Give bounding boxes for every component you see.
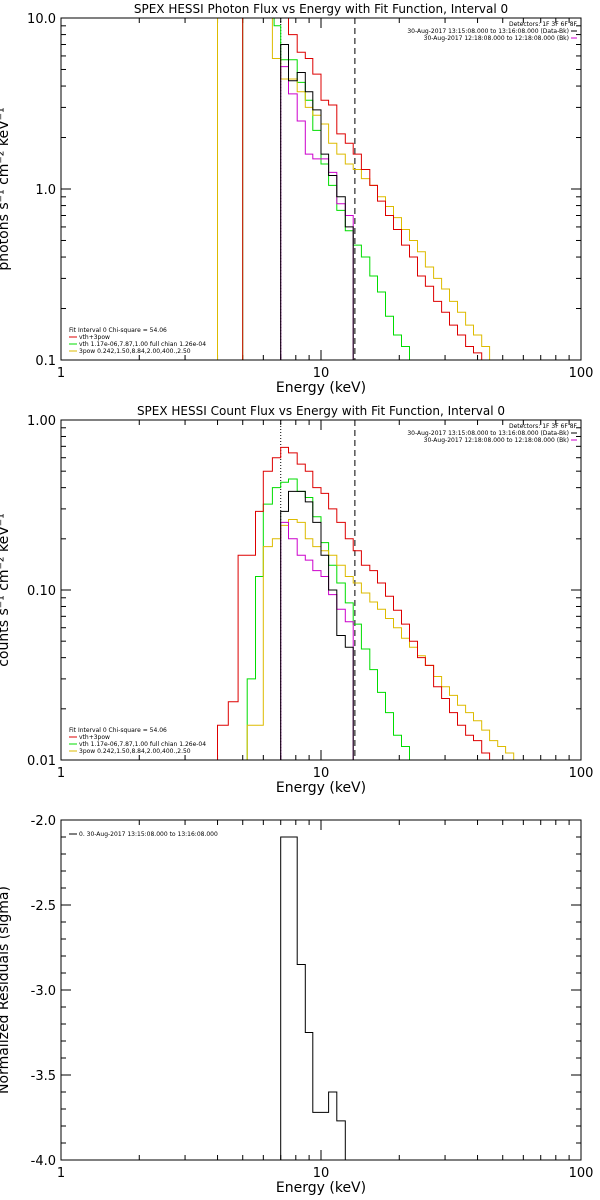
info-text: 30-Aug-2017 12:18:08.000 to 12:18:08.000… xyxy=(424,35,569,42)
legend-entry: 0. 30-Aug-2017 13:15:08.000 to 13:16:08.… xyxy=(79,831,218,838)
fit-text: Fit Interval 0 Chi-square = 54.06 xyxy=(69,327,167,334)
y-tick-label: -2.5 xyxy=(31,899,56,914)
chart-title: SPEX HESSI Photon Flux vs Energy with Fi… xyxy=(134,2,508,16)
data-area xyxy=(217,420,523,760)
panel-2: SPEX HESSI Count Flux vs Energy with Fit… xyxy=(0,404,593,796)
x-ticks xyxy=(60,420,570,760)
x-axis-label: Energy (keV) xyxy=(276,1180,366,1196)
y-axis-label: counts s⁻¹ cm⁻² keV⁻¹ xyxy=(0,513,12,667)
data-area xyxy=(217,18,499,360)
x-tick-label: 1 xyxy=(57,766,65,781)
plot-frame xyxy=(60,419,582,761)
series-line xyxy=(280,490,354,760)
y-axis-label: Normalized Residuals (sigma) xyxy=(0,886,12,1094)
legend-entry: vth+3pow xyxy=(79,734,110,741)
info-text: 30-Aug-2017 13:15:08.000 to 13:16:08.000… xyxy=(407,430,569,437)
y-tick-label: 1.00 xyxy=(27,414,56,429)
series-line xyxy=(242,18,483,360)
x-axis-label: Energy (keV) xyxy=(276,780,366,796)
legend-entry: 3pow 0.242,1.50,8.84,2.00,400.,2.50 xyxy=(79,348,191,355)
legend-entry: vth+3pow xyxy=(79,334,110,341)
series-line xyxy=(280,44,354,360)
x-tick-label: 10 xyxy=(313,1166,330,1181)
data-area xyxy=(280,836,354,1160)
series-line xyxy=(280,66,354,360)
info-text: Detectors: 1F 3F 6F 8F xyxy=(509,423,578,430)
series-line xyxy=(246,519,523,760)
info-text: Detectors: 1F 3F 6F 8F xyxy=(509,21,578,28)
x-ticks xyxy=(60,18,570,360)
y-tick-label: -2.0 xyxy=(31,814,56,829)
legend-entry: vth 1.17e-06,7.87,1.00 full chian 1.26e-… xyxy=(79,341,206,348)
x-tick-label: 10 xyxy=(313,766,330,781)
y-ticks xyxy=(61,427,581,761)
x-tick-label: 100 xyxy=(569,1166,594,1181)
x-tick-label: 1 xyxy=(57,366,65,381)
y-tick-label: 0.1 xyxy=(35,354,56,369)
y-tick-label: 1.0 xyxy=(35,183,56,198)
legend-entry: vth 1.17e-06,7.87,1.00 full chian 1.26e-… xyxy=(79,741,206,748)
panel-1: SPEX HESSI Photon Flux vs Energy with Fi… xyxy=(0,2,594,396)
plot-frame xyxy=(60,819,582,1161)
info-text: 30-Aug-2017 13:15:08.000 to 13:16:08.000… xyxy=(407,28,569,35)
x-axis-label: Energy (keV) xyxy=(276,380,366,396)
y-axis-label: photons s⁻¹ cm⁻² keV⁻¹ xyxy=(0,107,12,270)
x-tick-label: 1 xyxy=(57,1166,65,1181)
series-line xyxy=(242,18,410,360)
y-tick-label: -3.5 xyxy=(31,1069,56,1084)
y-tick-label: -3.0 xyxy=(31,984,56,999)
fit-text: Fit Interval 0 Chi-square = 54.06 xyxy=(69,727,167,734)
plot-frame xyxy=(60,17,582,361)
y-tick-label: 0.10 xyxy=(27,584,56,599)
series-line xyxy=(246,478,410,760)
y-tick-label: 10.0 xyxy=(27,12,56,27)
x-tick-label: 100 xyxy=(569,766,594,781)
series-line xyxy=(280,521,354,760)
x-ticks xyxy=(60,820,570,1160)
legend-entry: 3pow 0.242,1.50,8.84,2.00,400.,2.50 xyxy=(79,748,191,755)
series-line xyxy=(280,836,354,1160)
y-ticks xyxy=(61,819,581,1161)
chart-title: SPEX HESSI Count Flux vs Energy with Fit… xyxy=(137,404,505,418)
x-tick-label: 10 xyxy=(313,366,330,381)
y-tick-label: -4.0 xyxy=(31,1154,56,1169)
panel-3: 1 10 100 -2.0 -2.5 -3.0 -3.5 -4.0 Energy (keV) No… xyxy=(0,814,593,1196)
y-tick-label: 0.01 xyxy=(27,754,56,769)
info-text: 30-Aug-2017 12:18:08.000 to 12:18:08.000… xyxy=(424,437,569,444)
x-tick-label: 100 xyxy=(569,366,594,381)
series-line xyxy=(217,446,499,760)
series-line xyxy=(217,18,499,360)
